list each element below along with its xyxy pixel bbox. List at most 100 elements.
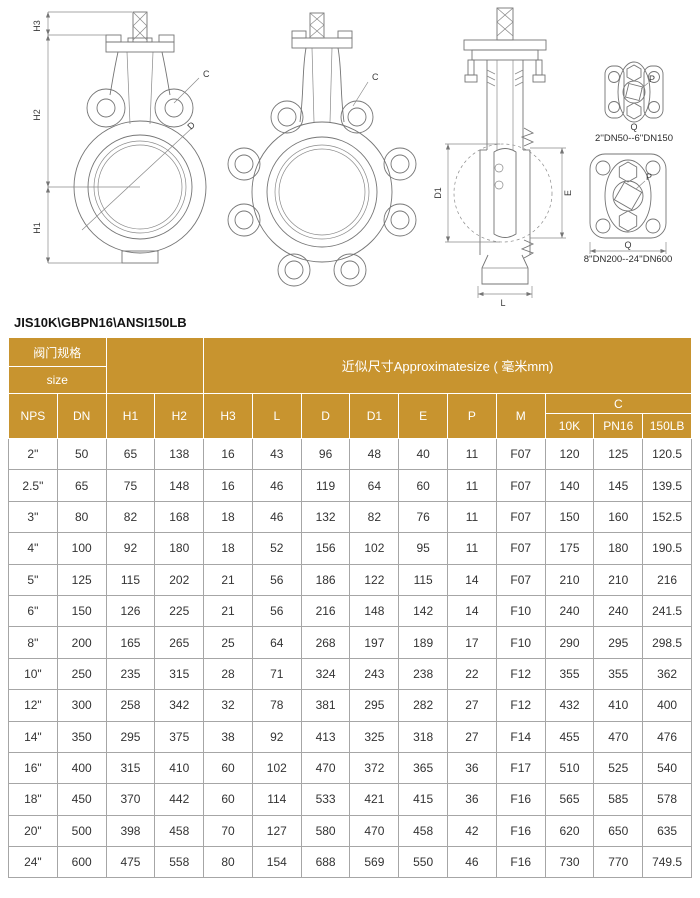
table-cell: 470 xyxy=(593,720,644,753)
col-d1: D1 xyxy=(349,393,400,439)
table-cell: 92 xyxy=(105,532,156,565)
table-cell: 730 xyxy=(544,846,595,879)
col-m: M xyxy=(495,393,546,439)
table-cell: 500 xyxy=(56,814,107,848)
table-cell: 282 xyxy=(398,689,449,722)
table-cell: 324 xyxy=(300,657,351,691)
table-header: 阀门规格 近似尺寸Approximatesize ( 毫米mm) size NP… xyxy=(8,337,693,439)
col-h2: H2 xyxy=(154,393,205,439)
table-cell: 442 xyxy=(154,783,205,816)
table-cell: 80 xyxy=(203,846,253,879)
table-cell: 32 xyxy=(203,689,253,722)
table-cell: 216 xyxy=(300,594,351,628)
table-cell: 14 xyxy=(447,594,497,628)
table-cell: 241.5 xyxy=(642,594,692,628)
table-cell: 533 xyxy=(300,783,351,816)
table-cell: 175 xyxy=(544,532,595,565)
table-cell: 76 xyxy=(398,500,449,534)
dim-label-d1: D1 xyxy=(433,187,443,199)
dim-label-e: E xyxy=(563,190,573,196)
lug-valve-drawing: C xyxy=(227,12,417,287)
table-row: 2.5" 65 75 148 16 46 119 64 60 11 F07 140 145 139.5 xyxy=(8,469,692,502)
table-cell: 42 xyxy=(447,814,497,848)
wafer-valve-drawing: H3 H2 H1 C D xyxy=(32,11,210,264)
table-cell: 11 xyxy=(447,500,497,534)
table-cell: 510 xyxy=(544,751,595,785)
table-cell: 64 xyxy=(251,626,302,659)
table-cell: 295 xyxy=(349,689,400,722)
table-cell: 455 xyxy=(544,720,595,753)
table-cell: 600 xyxy=(56,846,107,879)
table-cell: 620 xyxy=(544,814,595,848)
col-c-150lb: 150LB xyxy=(642,413,692,439)
table-cell: 46 xyxy=(447,846,497,879)
table-cell: 126 xyxy=(105,594,156,628)
table-cell: 154 xyxy=(251,846,302,879)
dim-label-c: C xyxy=(203,69,210,79)
table-cell: 400 xyxy=(642,689,692,722)
pad-small-caption: 2''DN50--6''DN150 xyxy=(595,133,673,144)
table-row: 18" 450 370 442 60 114 533 421 415 36 F16 565 585 578 xyxy=(8,783,692,816)
table-cell: 36 xyxy=(447,751,497,785)
dim-label-h2: H2 xyxy=(32,109,42,121)
table-cell: 475 xyxy=(105,846,156,879)
table-cell: 200 xyxy=(56,626,107,659)
table-cell: 14 xyxy=(447,563,497,596)
table-cell: 48 xyxy=(349,437,400,471)
table-cell: 150 xyxy=(56,594,107,628)
table-cell: 458 xyxy=(154,814,205,848)
table-cell: 189 xyxy=(398,626,449,659)
table-cell: 268 xyxy=(300,626,351,659)
table-cell: 21 xyxy=(203,563,253,596)
table-cell: 95 xyxy=(398,532,449,565)
table-cell: 400 xyxy=(56,751,107,785)
table-cell: F14 xyxy=(495,720,546,753)
table-cell: 168 xyxy=(154,500,205,534)
table-cell: 295 xyxy=(105,720,156,753)
dim-label-p: P xyxy=(646,172,652,182)
table-cell: 40 xyxy=(398,437,449,471)
table-cell: 362 xyxy=(642,657,692,691)
table-cell: 165 xyxy=(105,626,156,659)
table-cell: 65 xyxy=(56,469,107,502)
table-cell: 14" xyxy=(8,720,58,753)
table-cell: 372 xyxy=(349,751,400,785)
table-cell: 476 xyxy=(642,720,692,753)
table-cell: 56 xyxy=(251,563,302,596)
table-cell: 150 xyxy=(544,500,595,534)
table-cell: 569 xyxy=(349,846,400,879)
table-cell: 350 xyxy=(56,720,107,753)
table-row: 20" 500 398 458 70 127 580 470 458 42 F16 620 650 635 xyxy=(8,814,692,848)
col-nps: NPS xyxy=(8,393,58,439)
table-cell: 243 xyxy=(349,657,400,691)
table-cell: 202 xyxy=(154,563,205,596)
table-cell: 325 xyxy=(349,720,400,753)
table-cell: 46 xyxy=(251,469,302,502)
table-cell: F10 xyxy=(495,626,546,659)
table-cell: 197 xyxy=(349,626,400,659)
table-cell: F12 xyxy=(495,657,546,691)
table-cell: F12 xyxy=(495,689,546,722)
valve-stem xyxy=(309,12,325,39)
table-cell: 258 xyxy=(105,689,156,722)
dim-label-p: P xyxy=(649,74,655,84)
table-cell: 125 xyxy=(593,437,644,471)
table-cell: 8" xyxy=(8,626,58,659)
table-cell: 24" xyxy=(8,846,58,879)
table-cell: 432 xyxy=(544,689,595,722)
table-cell: 290 xyxy=(544,626,595,659)
table-cell: 46 xyxy=(251,500,302,534)
table-cell: 315 xyxy=(105,751,156,785)
table-cell: 82 xyxy=(349,500,400,534)
table-cell: 21 xyxy=(203,594,253,628)
table-row: 24" 600 475 558 80 154 688 569 550 46 F16 730 770 749… xyxy=(8,846,692,879)
square-drive xyxy=(624,82,644,102)
table-cell: 3" xyxy=(8,500,58,534)
table-row: 14" 350 295 375 38 92 413 325 318 27 F14 455 470 476 xyxy=(8,720,692,753)
table-cell: 470 xyxy=(349,814,400,848)
table-cell: 186 xyxy=(300,563,351,596)
table-cell: 60 xyxy=(203,751,253,785)
col-c-group: C xyxy=(544,393,693,414)
table-cell: 148 xyxy=(154,469,205,502)
table-cell: 540 xyxy=(642,751,692,785)
